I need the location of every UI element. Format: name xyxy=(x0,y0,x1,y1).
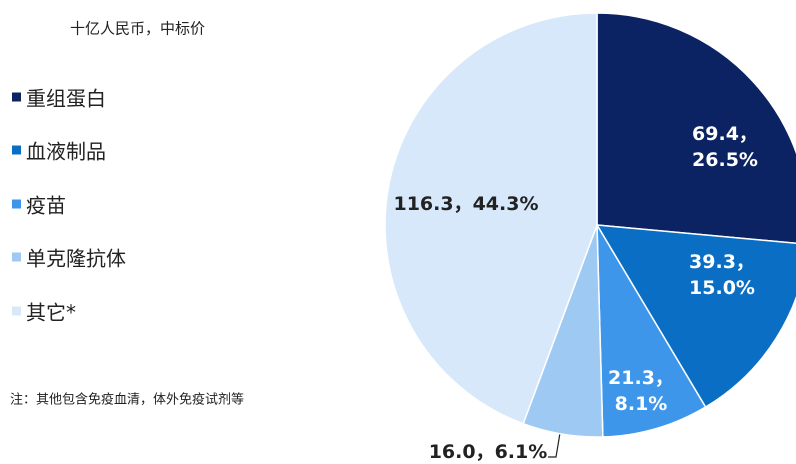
data-label: 21.3， 8.1% xyxy=(608,367,674,415)
pie-slice xyxy=(596,12,796,245)
pie-slice xyxy=(384,12,598,425)
annotation: 注：其他包含免疫血清，体外免疫试剂等 xyxy=(10,392,245,408)
legend-marker xyxy=(12,92,21,102)
leader-line xyxy=(548,432,561,458)
pie-slice xyxy=(596,222,707,438)
data-label: 39.3，15.0% xyxy=(689,251,755,299)
legend-marker xyxy=(12,145,21,155)
legend-label: 单克隆抗体 xyxy=(26,246,126,271)
pie-slice xyxy=(595,224,796,409)
legend-label: 疫苗 xyxy=(26,193,66,218)
legend-marker xyxy=(12,199,21,209)
legend-label: 血液制品 xyxy=(26,139,106,164)
data-label: 69.4，26.5% xyxy=(692,123,758,171)
legend-label: 其它* xyxy=(26,300,76,325)
legend-marker xyxy=(12,252,21,262)
data-label: 16.0，6.1% xyxy=(428,441,548,463)
subtitle: 十亿人民币，中标价 xyxy=(70,19,206,38)
legend-label: 重组蛋白 xyxy=(26,86,106,111)
legend-marker xyxy=(12,306,21,316)
data-label: 116.3，44.3% xyxy=(393,193,539,215)
